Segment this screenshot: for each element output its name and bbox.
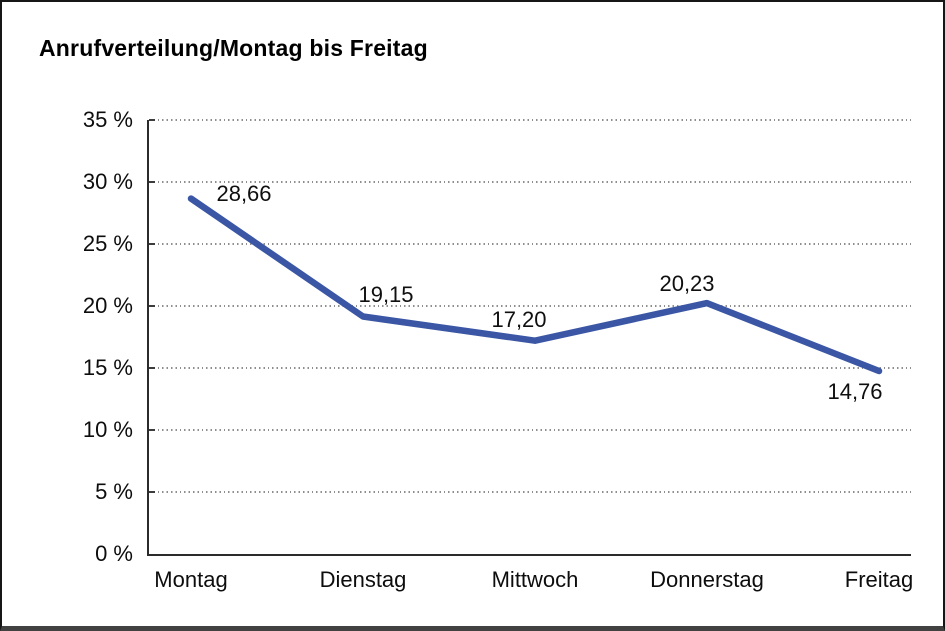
y-axis-tick bbox=[149, 305, 155, 307]
data-value-label: 19,15 bbox=[358, 281, 414, 307]
y-axis-tick bbox=[149, 181, 155, 183]
gridline bbox=[149, 367, 911, 369]
y-axis-label: 30 % bbox=[82, 169, 133, 194]
line-series-svg bbox=[187, 195, 883, 375]
data-value-label: 20,23 bbox=[659, 271, 715, 297]
y-axis-tick bbox=[149, 429, 155, 431]
x-axis-label: Montag bbox=[154, 567, 228, 592]
gridline bbox=[149, 243, 911, 245]
y-axis-tick bbox=[149, 243, 155, 245]
y-axis-tick bbox=[149, 367, 155, 369]
y-axis-label: 15 % bbox=[82, 355, 133, 380]
y-axis-label: 20 % bbox=[82, 293, 133, 318]
y-axis-label: 10 % bbox=[82, 417, 133, 442]
x-axis-label: Dienstag bbox=[319, 567, 407, 592]
y-axis-tick bbox=[149, 491, 155, 493]
gridline bbox=[149, 491, 911, 493]
x-axis-label: Freitag bbox=[844, 567, 914, 592]
y-axis-label: 0 % bbox=[95, 541, 133, 566]
y-axis-tick bbox=[149, 119, 155, 121]
chart-title: Anrufverteilung/Montag bis Freitag bbox=[39, 35, 428, 61]
line-series bbox=[187, 195, 883, 375]
data-value-label: 17,20 bbox=[491, 306, 547, 332]
x-axis-label: Donnerstag bbox=[650, 567, 764, 592]
gridline bbox=[149, 305, 911, 307]
y-axis-label: 5 % bbox=[95, 479, 133, 504]
y-axis-label: 25 % bbox=[82, 231, 133, 256]
data-value-label: 28,66 bbox=[216, 180, 272, 206]
gridline bbox=[149, 429, 911, 431]
x-axis-label: Mittwoch bbox=[491, 567, 579, 592]
gridline bbox=[149, 119, 911, 121]
gridline bbox=[149, 181, 911, 183]
data-value-label: 14,76 bbox=[827, 378, 883, 404]
plot-area: 28,66 19,15 17,20 20,23 14,76 bbox=[147, 119, 911, 556]
y-axis-label: 35 % bbox=[82, 107, 133, 132]
